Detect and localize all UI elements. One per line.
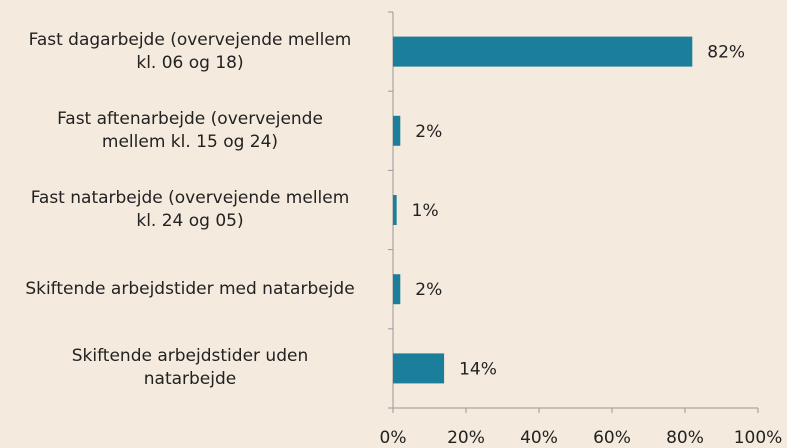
bar — [393, 36, 693, 67]
value-label: 1% — [412, 201, 439, 221]
value-label: 2% — [415, 122, 442, 142]
value-label: 2% — [415, 280, 442, 300]
y-tick-label: Skiftende arbejdstider uden natarbejde — [71, 346, 309, 390]
y-tick-label-box: Skiftende arbejdstider med natarbejde — [25, 278, 355, 299]
y-tick-label-box: Fast aftenarbejde (overvejende mellem kl… — [57, 108, 323, 152]
bar — [393, 274, 401, 305]
y-tick-label-box: Skiftende arbejdstider uden natarbejde — [71, 346, 309, 390]
y-tick-label-box: Fast natarbejde (overvejende mellem kl. … — [30, 187, 350, 231]
x-tick-label: 20% — [447, 428, 485, 448]
bar — [393, 115, 401, 146]
x-tick-label: 100% — [734, 428, 783, 448]
x-tick-label: 0% — [380, 428, 407, 448]
x-tick-label: 40% — [520, 428, 558, 448]
y-tick-label: Fast aftenarbejde (overvejende mellem kl… — [57, 108, 323, 152]
y-tick-label: Skiftende arbejdstider med natarbejde — [25, 278, 355, 299]
bar — [393, 195, 397, 225]
x-tick-label: 60% — [593, 428, 631, 448]
bar — [393, 353, 445, 384]
value-label: 82% — [707, 43, 745, 63]
value-label: 14% — [459, 359, 497, 379]
y-tick-label: Fast dagarbejde (overvejende mellem kl. … — [28, 29, 352, 73]
y-tick-label-box: Fast dagarbejde (overvejende mellem kl. … — [28, 29, 352, 73]
x-tick-label: 80% — [666, 428, 704, 448]
y-tick-label: Fast natarbejde (overvejende mellem kl. … — [30, 187, 350, 231]
